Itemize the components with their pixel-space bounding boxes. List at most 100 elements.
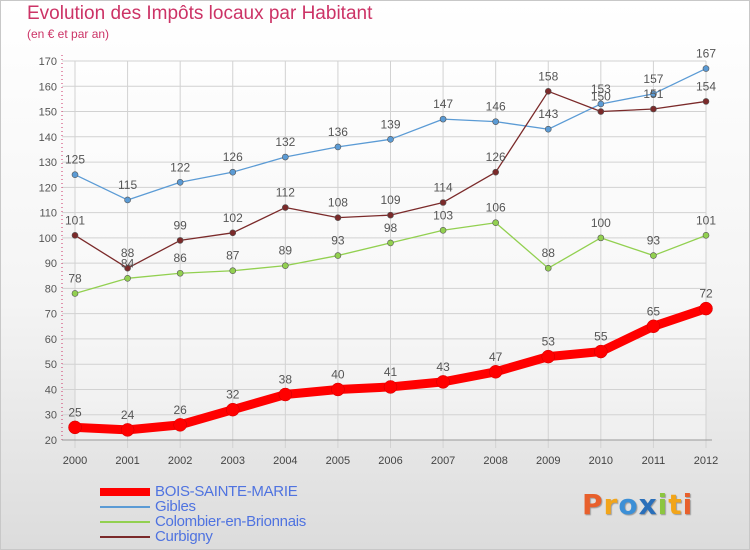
data-point <box>488 365 503 379</box>
data-label: 139 <box>380 117 400 131</box>
data-point <box>124 264 131 272</box>
data-label: 41 <box>384 365 398 379</box>
data-label: 47 <box>489 350 503 364</box>
data-labels: 125 115 122 126 132 136 139 147 146 143 153 157 167 7… <box>65 47 716 422</box>
x-tick-label: 2007 <box>431 455 455 467</box>
y-tick-label: 20 <box>45 435 57 447</box>
legend-label: Curbigny <box>155 528 213 545</box>
data-point <box>541 349 555 364</box>
x-tick-label: 2011 <box>642 455 666 467</box>
data-point <box>331 382 345 397</box>
chart-title: Evolution des Impôts locaux par Habitant <box>27 3 373 24</box>
logo-letter: x <box>638 488 658 521</box>
data-label: 87 <box>226 249 240 263</box>
data-label: 38 <box>279 373 293 387</box>
data-point <box>646 319 661 334</box>
y-tick-label: 90 <box>45 258 57 270</box>
y-tick-label: 170 <box>39 56 57 68</box>
data-label: 101 <box>696 213 716 227</box>
data-point <box>229 267 237 275</box>
data-label: 106 <box>486 201 506 215</box>
data-point <box>176 269 184 277</box>
data-label: 122 <box>170 160 190 174</box>
legend-swatch <box>100 506 150 508</box>
data-point <box>334 252 342 259</box>
data-label: 112 <box>276 186 295 200</box>
chart-subtitle: (en € et par an) <box>27 27 110 41</box>
x-tick-label: 2009 <box>536 455 560 467</box>
x-tick-label: 2012 <box>694 455 718 467</box>
data-point <box>492 118 499 125</box>
y-tick-label: 150 <box>39 107 57 119</box>
data-label: 143 <box>538 107 558 121</box>
data-point <box>71 290 79 297</box>
data-point <box>176 237 184 244</box>
y-tick-label: 70 <box>45 309 57 321</box>
data-label: 93 <box>331 234 345 248</box>
data-point <box>650 90 657 98</box>
data-point <box>439 199 447 206</box>
data-label: 101 <box>65 213 85 227</box>
data-label: 26 <box>173 403 187 417</box>
data-label: 109 <box>380 193 400 207</box>
x-tick-label: 2003 <box>221 455 245 467</box>
data-point <box>176 178 184 186</box>
data-label: 93 <box>647 234 661 248</box>
data-label: 78 <box>68 271 82 285</box>
data-point <box>436 375 450 389</box>
y-tick-label: 50 <box>45 359 57 371</box>
data-point <box>439 115 447 123</box>
data-point <box>282 153 289 161</box>
data-label: 153 <box>591 82 611 96</box>
legend-label: Colombier-en-Brionnais <box>155 513 306 530</box>
data-point <box>650 105 657 113</box>
y-tick-label: 100 <box>39 233 57 245</box>
data-point <box>334 143 342 151</box>
data-point <box>492 168 499 176</box>
data-point <box>544 264 552 272</box>
logo-letter: P <box>582 488 604 521</box>
data-label: 32 <box>226 388 240 402</box>
data-point <box>387 136 394 143</box>
data-label: 136 <box>328 125 348 139</box>
x-tick-label: 2000 <box>63 455 87 467</box>
data-point <box>650 252 657 259</box>
data-label: 24 <box>121 408 135 422</box>
data-point <box>702 65 710 72</box>
x-tick-label: 2008 <box>483 455 507 467</box>
data-point <box>229 229 237 237</box>
data-point <box>387 239 394 247</box>
series-lines <box>68 65 713 437</box>
data-point <box>699 301 713 316</box>
data-label: 147 <box>433 97 453 111</box>
data-point <box>173 418 187 432</box>
data-point <box>544 88 552 95</box>
y-tick-label: 140 <box>39 132 57 144</box>
y-tick-label: 30 <box>45 410 57 422</box>
legend-label: Gibles <box>155 498 196 515</box>
data-label: 108 <box>328 196 348 210</box>
data-point <box>702 98 710 105</box>
data-point <box>278 387 293 402</box>
data-label: 157 <box>643 72 663 86</box>
data-label: 125 <box>65 153 85 167</box>
data-point <box>124 274 131 282</box>
y-tick-label: 130 <box>39 157 57 169</box>
data-label: 146 <box>486 100 506 114</box>
legend-swatch <box>100 521 150 523</box>
y-tick-label: 80 <box>45 283 57 295</box>
data-label: 126 <box>223 150 243 164</box>
logo-letter: r <box>603 488 619 521</box>
data-point <box>282 262 289 269</box>
data-label: 102 <box>223 211 243 225</box>
y-tick-label: 60 <box>45 334 57 346</box>
logo-letter: o <box>618 488 639 521</box>
data-point <box>594 344 608 359</box>
data-point <box>387 211 394 219</box>
data-point <box>71 232 79 239</box>
data-point <box>383 380 398 394</box>
data-label: 65 <box>647 304 661 318</box>
data-label: 114 <box>434 180 453 194</box>
data-label: 88 <box>542 246 556 260</box>
